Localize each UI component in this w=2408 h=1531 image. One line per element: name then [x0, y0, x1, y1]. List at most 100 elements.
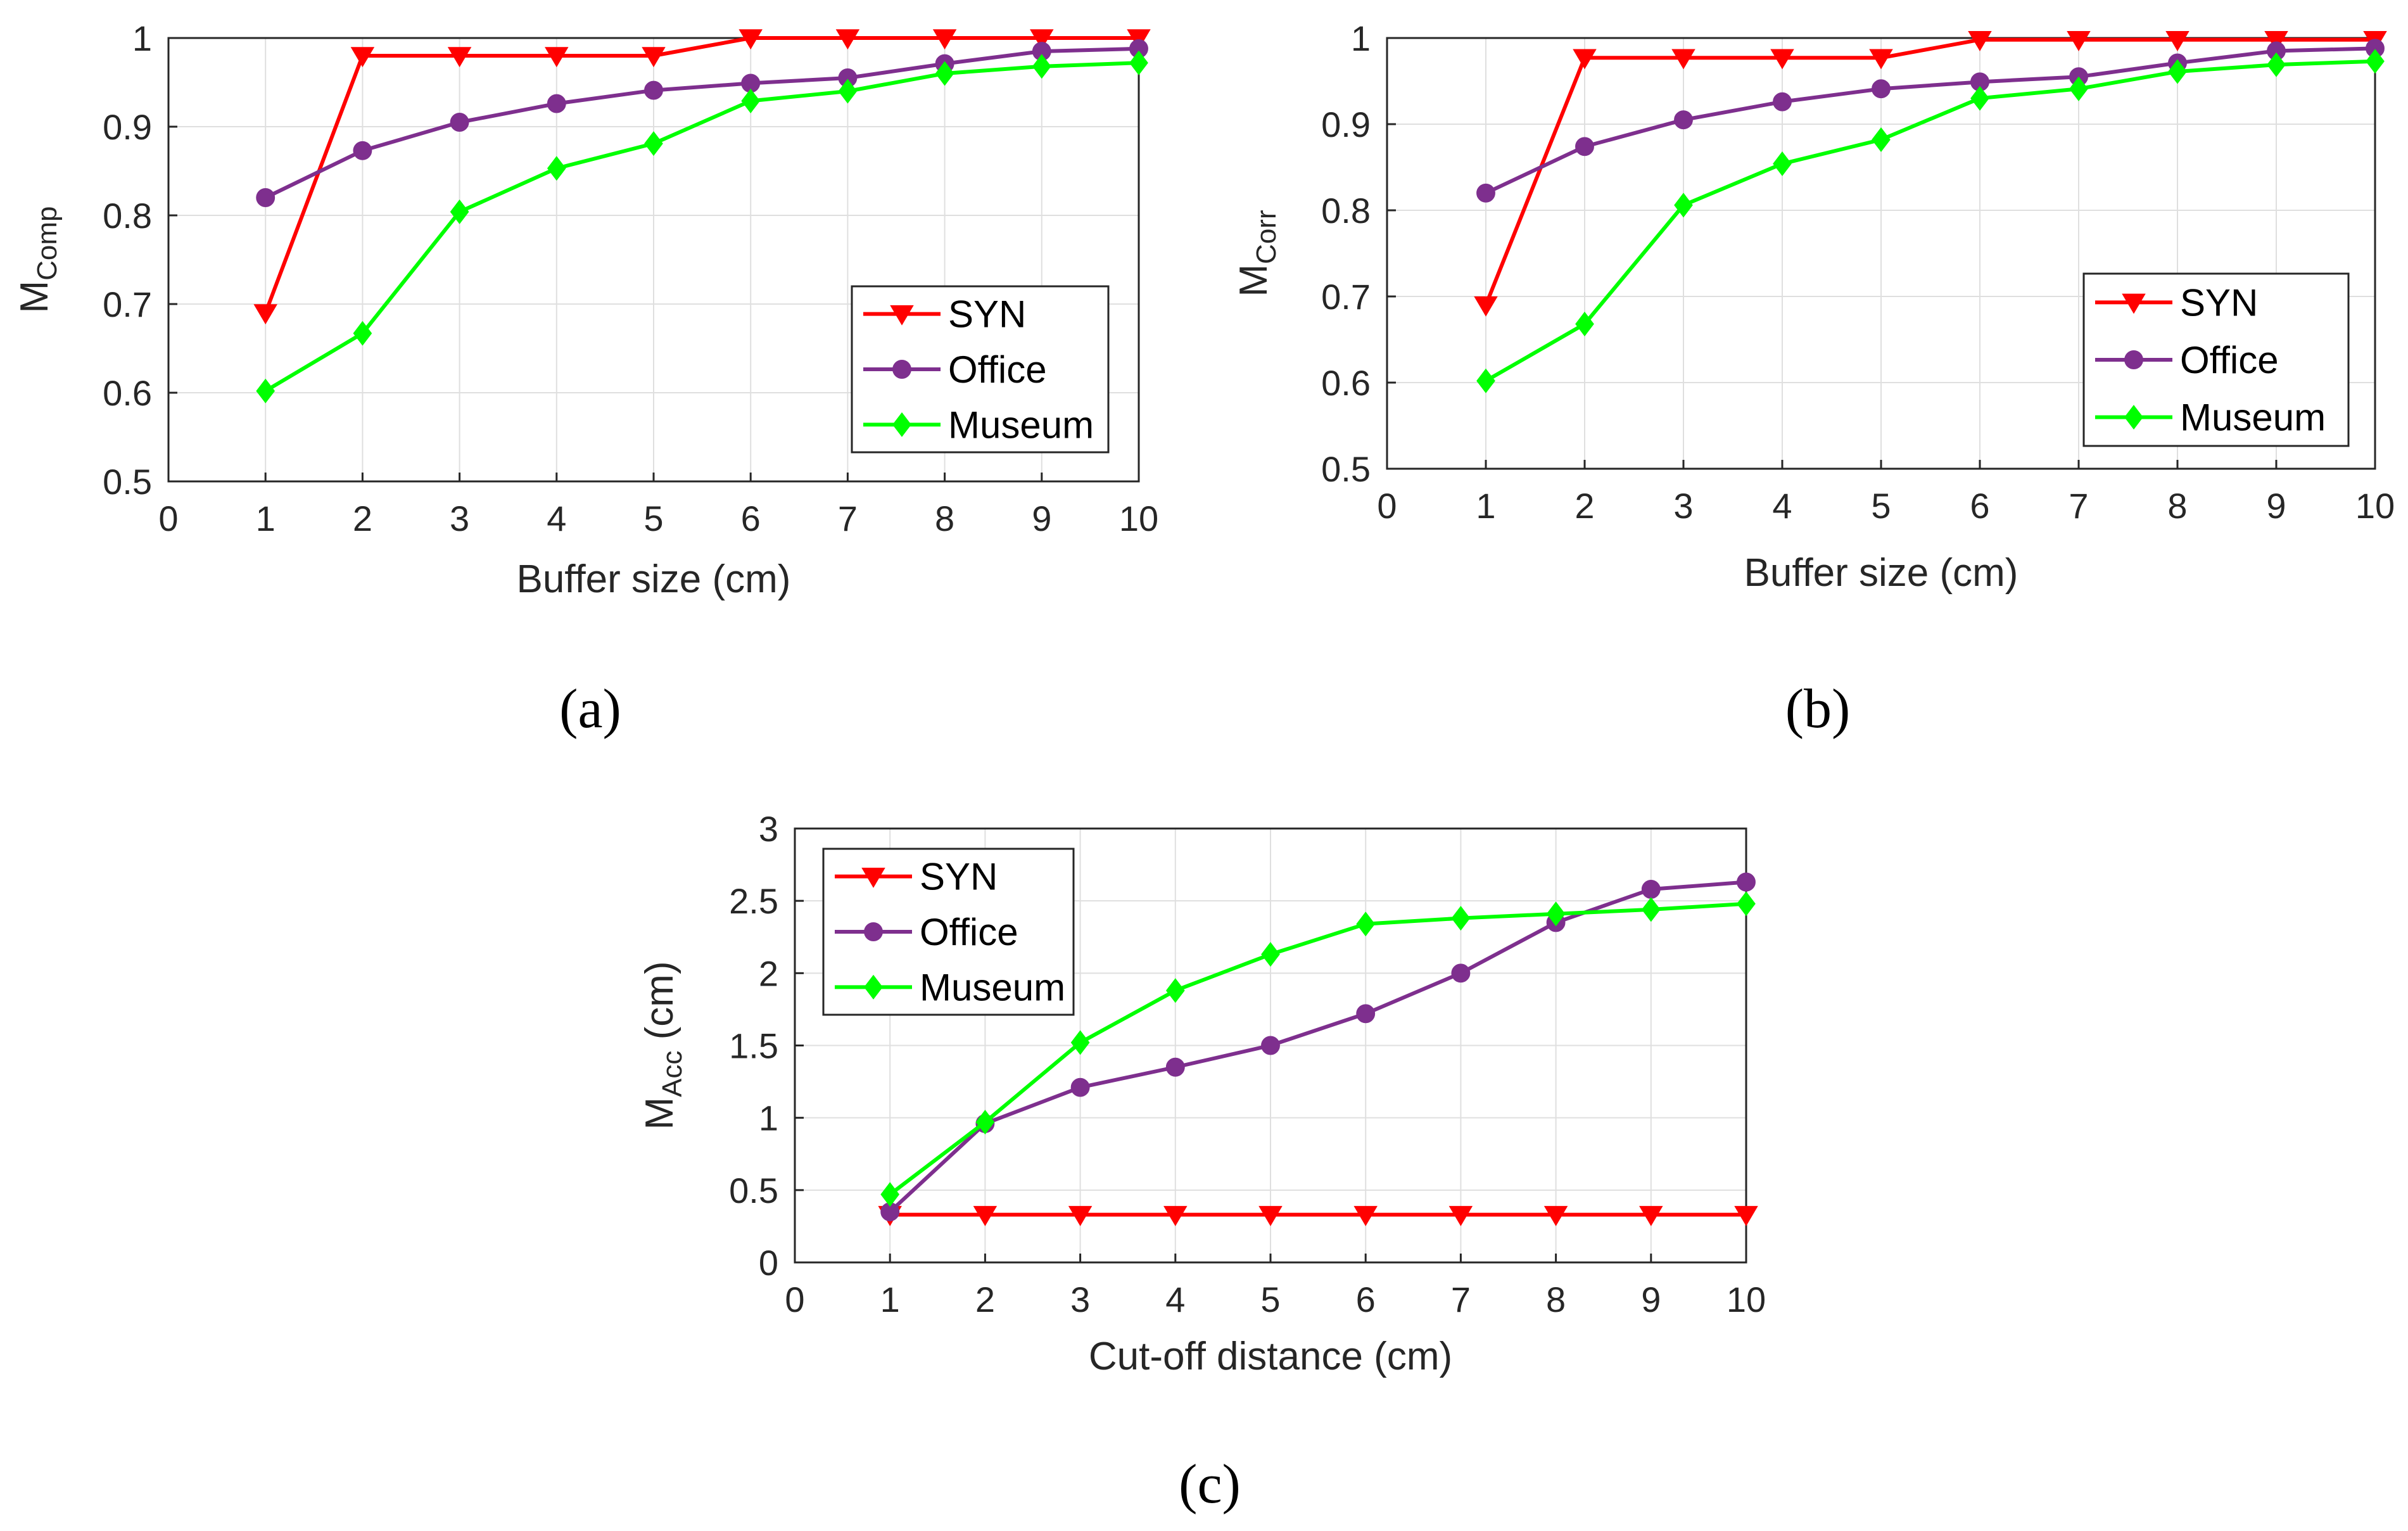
- legend-label-syn: SYN: [2180, 281, 2258, 324]
- y-tick-label: 0.7: [1321, 277, 1371, 317]
- data-point-office: [644, 80, 663, 100]
- data-point-museum: [644, 131, 663, 156]
- y-tick-label: 0: [759, 1243, 778, 1283]
- data-point-museum: [2069, 76, 2088, 101]
- x-tick-label: 3: [1070, 1280, 1090, 1319]
- data-point-syn: [1353, 1205, 1378, 1226]
- data-point-syn: [1968, 30, 1992, 51]
- x-tick-label: 7: [838, 499, 858, 538]
- data-point-office: [1165, 1057, 1185, 1077]
- series-line-syn: [1484, 37, 2375, 306]
- data-point-office: [1261, 1036, 1280, 1055]
- legend: SYN Office Museum: [822, 848, 1075, 1016]
- data-point-museum: [450, 199, 469, 224]
- legend-label-syn: SYN: [920, 856, 998, 898]
- y-tick-label: 0.7: [103, 284, 152, 324]
- x-tick-label: 6: [1356, 1280, 1376, 1319]
- y-tick-label: 0.5: [1321, 449, 1371, 489]
- legend-label-museum: Museum: [920, 966, 1065, 1008]
- chart-c: 0 1 2 3 4 5 6 7 8 9 10 0 0.5 1 1.5 2 2.5 3 Cut-off distanc…: [638, 809, 1766, 1378]
- data-point-syn: [738, 29, 763, 50]
- caption-a: (a): [559, 678, 621, 740]
- data-point-syn: [545, 47, 569, 68]
- series-syn: [253, 29, 1151, 325]
- data-point-syn: [1448, 1205, 1473, 1226]
- legend-label-museum: Museum: [2180, 397, 2326, 439]
- y-tick-label: 0.8: [1321, 191, 1371, 231]
- data-point-syn: [1770, 49, 1794, 70]
- data-point-syn: [1639, 1205, 1663, 1226]
- y-tick-label: 1.5: [729, 1026, 778, 1066]
- legend: SYN Office Museum: [851, 285, 1110, 454]
- x-tick-label: 8: [935, 499, 954, 538]
- x-tick-label: 0: [1377, 486, 1397, 526]
- legend-label-museum: Museum: [948, 403, 1094, 446]
- data-point-museum: [1674, 193, 1693, 218]
- data-point-syn: [1030, 29, 1054, 50]
- data-point-museum: [1773, 151, 1792, 177]
- x-tick-label: 0: [158, 499, 178, 538]
- data-point-office: [1451, 963, 1471, 983]
- chart-a: 0 1 2 3 4 5 6 7 8 9 10 0.5 0.6 0.7 0.8 0.9 1 Buffer size …: [13, 18, 1158, 601]
- x-tick-label: 7: [1451, 1280, 1471, 1319]
- y-tick-label: 0.5: [729, 1171, 778, 1210]
- data-point-museum: [1575, 312, 1594, 337]
- y-tick-label: 0.9: [1321, 105, 1371, 144]
- y-axis-label: MComp: [13, 206, 63, 313]
- data-point-museum: [1546, 901, 1566, 927]
- data-point-museum: [547, 156, 566, 181]
- x-tick-label: 5: [643, 499, 663, 538]
- data-point-syn: [973, 1205, 998, 1226]
- series-line-syn: [263, 36, 1139, 314]
- series-office: [256, 39, 1148, 207]
- legend-marker-museum: [892, 412, 911, 437]
- x-tick-label: 10: [2355, 486, 2395, 526]
- y-axis-label-sub: Acc: [657, 1051, 688, 1097]
- y-tick-label: 0.5: [103, 462, 152, 502]
- data-point-syn: [350, 47, 375, 68]
- x-axis-label: Cut-off distance (cm): [1089, 1335, 1452, 1378]
- series-line-museum: [1485, 59, 2376, 383]
- data-point-syn: [1474, 296, 1498, 317]
- data-point-syn: [642, 47, 666, 68]
- data-point-office: [1476, 183, 1495, 203]
- data-point-office: [1737, 872, 1756, 892]
- data-point-museum: [880, 1182, 900, 1207]
- series-museum: [880, 891, 1756, 1207]
- series-museum: [1476, 49, 2385, 393]
- data-point-museum: [1356, 912, 1376, 937]
- y-axis-label-sub: Comp: [32, 206, 63, 280]
- x-tick-label: 1: [1476, 486, 1495, 526]
- x-tick-label: 5: [1260, 1280, 1280, 1319]
- x-tick-label: 9: [2266, 486, 2286, 526]
- data-point-museum: [2168, 59, 2187, 84]
- data-point-syn: [1543, 1205, 1568, 1226]
- y-axis-label-main: M: [1232, 264, 1276, 297]
- x-tick-label: 4: [547, 499, 566, 538]
- x-tick-label: 6: [1970, 486, 1989, 526]
- y-tick-label: 0.6: [1321, 363, 1371, 403]
- x-tick-label: 6: [741, 499, 761, 538]
- y-axis-label-main: M: [13, 281, 56, 314]
- data-point-office: [1641, 879, 1661, 899]
- x-tick-label: 8: [1546, 1280, 1566, 1319]
- legend-label-syn: SYN: [948, 293, 1026, 336]
- data-point-syn: [253, 304, 277, 325]
- x-tick-label: 8: [2167, 486, 2187, 526]
- legend-marker-museum: [864, 974, 883, 1000]
- data-point-museum: [1970, 86, 1989, 111]
- legend-marker-syn: [890, 305, 914, 326]
- legend-marker-syn: [861, 867, 885, 888]
- data-point-museum: [1872, 127, 1891, 152]
- legend-marker-office: [864, 922, 883, 941]
- data-point-museum: [256, 378, 276, 403]
- data-point-museum: [1261, 942, 1280, 967]
- data-point-museum: [1070, 1030, 1090, 1055]
- legend-label-office: Office: [920, 911, 1018, 953]
- x-tick-label: 3: [450, 499, 469, 538]
- legend-marker-museum: [2124, 405, 2143, 430]
- data-point-office: [1070, 1077, 1090, 1097]
- x-tick-label: 2: [353, 499, 372, 538]
- data-point-museum: [1165, 978, 1185, 1003]
